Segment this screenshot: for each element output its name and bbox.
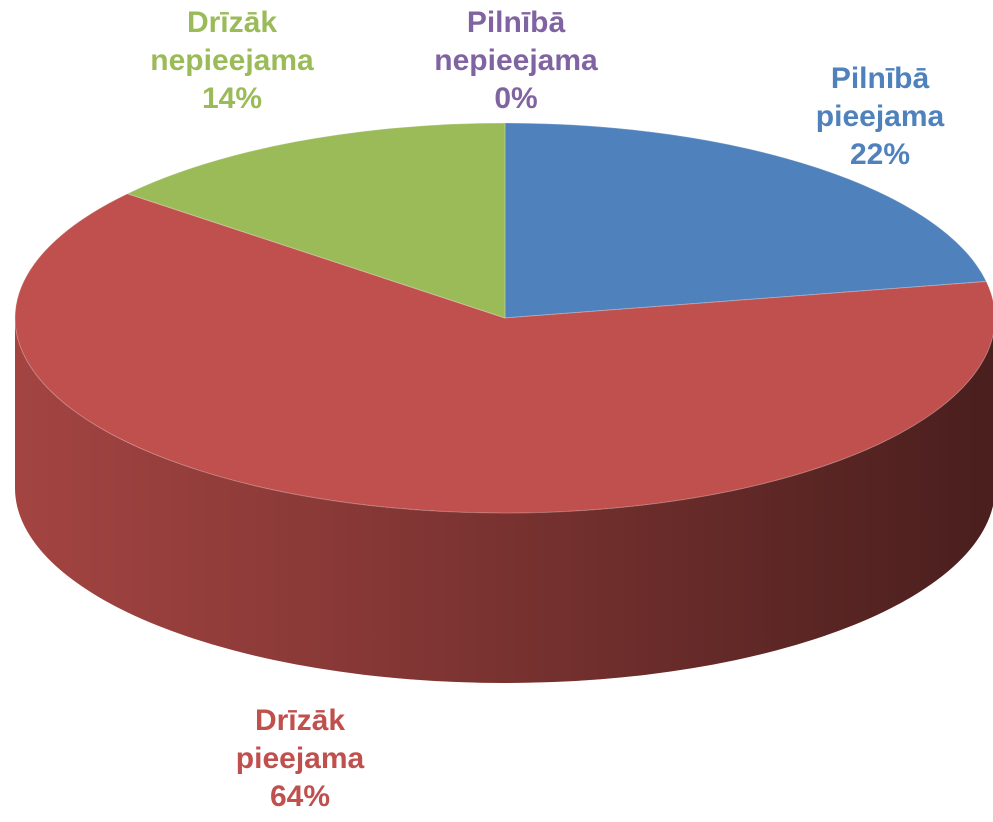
data-label: Pilnībā pieejama 22% — [816, 60, 944, 174]
slice — [14, 193, 993, 514]
data-label: Drīzāk pieejama 64% — [236, 702, 364, 816]
category-label: Drīzāk pieejama — [235, 704, 365, 775]
category-label: Pilnībā pieejama — [815, 62, 945, 133]
data-label: Pilnībā nepieejama 0% — [434, 4, 597, 118]
value-label: 64% — [269, 780, 331, 813]
value-label: 22% — [849, 138, 911, 171]
value-label: 14% — [201, 82, 263, 115]
slice-side-shade — [15, 318, 993, 683]
category-label: Pilnībā nepieejama — [434, 6, 598, 77]
value-label: 0% — [494, 82, 538, 115]
slice — [504, 122, 988, 319]
data-label: Drīzāk nepieejama 14% — [150, 4, 313, 118]
slice — [126, 122, 506, 319]
category-label: Drīzāk nepieejama — [150, 6, 314, 77]
